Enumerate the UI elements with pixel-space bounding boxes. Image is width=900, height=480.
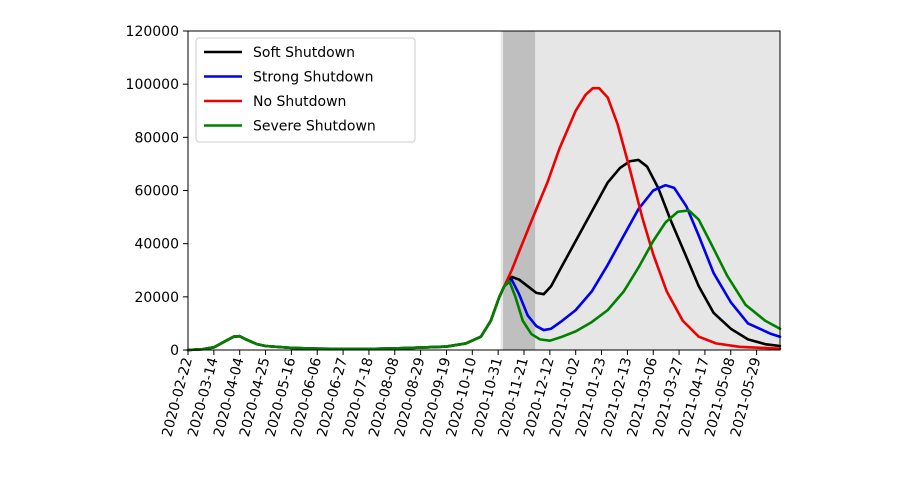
legend-label: Soft Shutdown [253,45,355,61]
y-tick-label: 0 [170,343,179,359]
series-lines [186,86,782,352]
y-tick-label: 60000 [134,184,179,200]
shaded-region-1 [503,31,536,350]
legend-box [195,37,416,143]
series-line-3 [186,209,782,352]
y-tick-label: 20000 [134,290,179,306]
y-tick-label: 80000 [134,130,179,146]
y-tick-label: 40000 [134,237,179,253]
legend-label: Severe Shutdown [253,119,376,135]
legend-label: Strong Shutdown [253,70,374,86]
shaded-regions [500,31,780,350]
shaded-region-0 [500,31,780,350]
y-tick-label: 100000 [126,77,179,93]
y-tick-label: 120000 [126,24,179,40]
legend: Soft Shutdown Strong Shutdown No Shutdown S… [195,37,416,143]
legend-label: No Shutdown [253,94,346,110]
